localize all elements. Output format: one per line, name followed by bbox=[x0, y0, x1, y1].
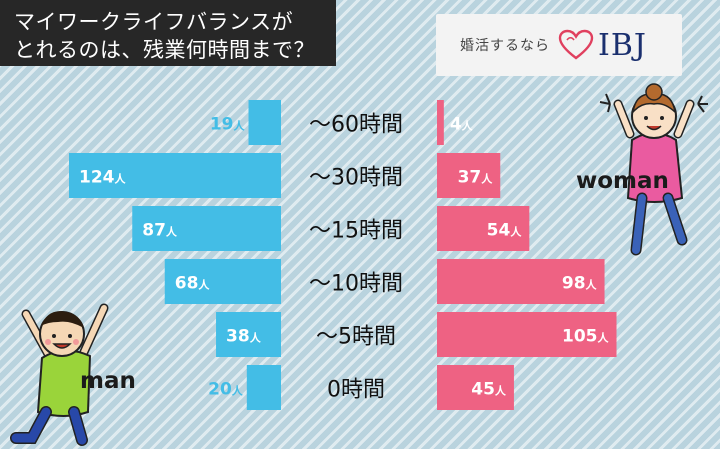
bar-woman-4 bbox=[437, 312, 617, 357]
bar-woman-0 bbox=[437, 100, 444, 145]
label-woman-4: 105人 bbox=[562, 327, 610, 347]
label-man-1: 124人 bbox=[79, 168, 127, 188]
bar-man-0 bbox=[248, 100, 281, 145]
label-man-4: 38人 bbox=[226, 327, 262, 347]
label-woman-0: 4人 bbox=[450, 115, 474, 135]
label-man-0: 19人 bbox=[210, 115, 246, 135]
category-label-0: ～60時間 bbox=[309, 113, 403, 138]
logo-brand: IBJ bbox=[598, 27, 647, 63]
label-woman-3: 98人 bbox=[562, 274, 598, 294]
label-man-3: 68人 bbox=[175, 274, 211, 294]
bar-man-5 bbox=[246, 365, 281, 410]
label-woman-2: 54人 bbox=[487, 221, 523, 241]
title-line-1: マイワークライフバランスが bbox=[14, 10, 294, 34]
legend-woman: woman bbox=[576, 168, 669, 194]
woman-figure-icon bbox=[599, 83, 708, 256]
bar-man-3 bbox=[164, 259, 281, 304]
bar-man-2 bbox=[132, 206, 281, 251]
label-man-2: 87人 bbox=[142, 221, 178, 241]
category-label-4: ～5時間 bbox=[316, 325, 396, 350]
bar-man-1 bbox=[69, 153, 281, 198]
ibj-logo: 婚活するなら IBJ bbox=[436, 14, 682, 76]
category-label-1: ～30時間 bbox=[309, 166, 403, 191]
bar-woman-5 bbox=[437, 365, 514, 410]
heart-icon bbox=[558, 29, 594, 60]
label-man-5: 20人 bbox=[208, 380, 244, 400]
legend-man: man bbox=[80, 368, 136, 394]
title-line-2: とれるのは、残業何時間まで？ bbox=[14, 38, 315, 62]
bar-woman-3 bbox=[437, 259, 605, 304]
category-label-5: 0時間 bbox=[327, 378, 385, 403]
label-woman-5: 45人 bbox=[471, 380, 507, 400]
man-figure-icon bbox=[10, 303, 109, 446]
label-woman-1: 37人 bbox=[458, 168, 494, 188]
category-label-3: ～10時間 bbox=[309, 272, 403, 297]
category-label-2: ～15時間 bbox=[309, 219, 403, 244]
bar-woman-2 bbox=[437, 206, 530, 251]
title-box: マイワークライフバランスが とれるのは、残業何時間まで？ bbox=[0, 0, 336, 66]
bar-man-4 bbox=[216, 312, 281, 357]
bar-woman-1 bbox=[437, 153, 501, 198]
logo-tagline: 婚活するなら bbox=[460, 38, 550, 54]
